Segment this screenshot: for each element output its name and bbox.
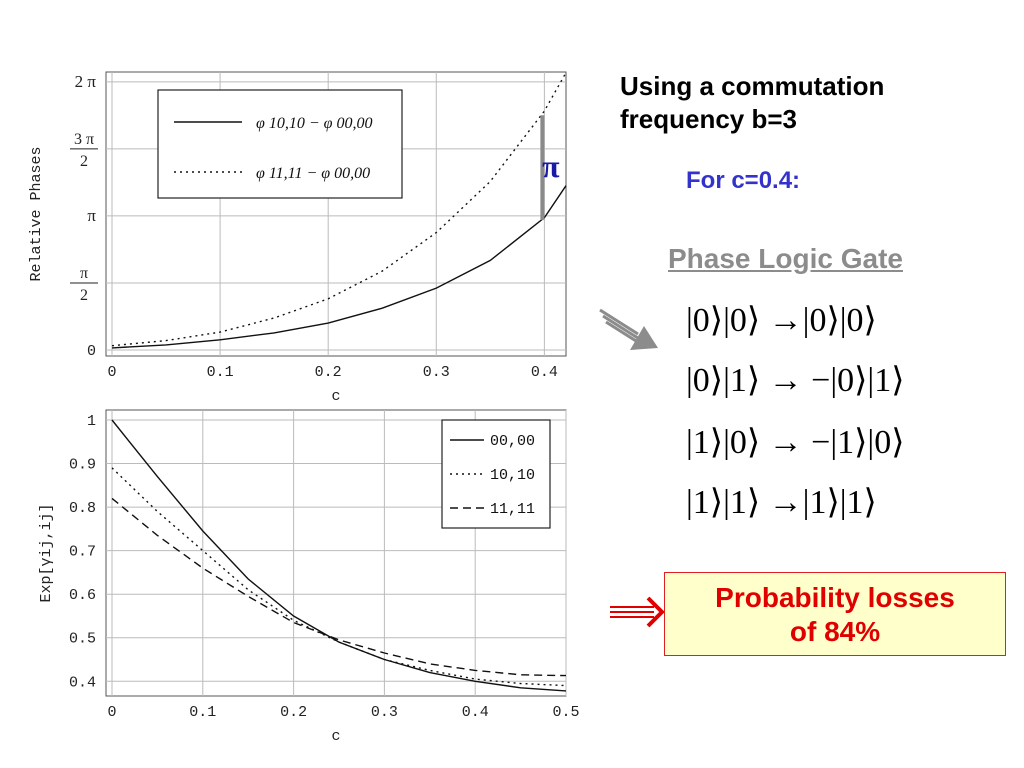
for-c-label: For c=0.4:: [686, 167, 801, 194]
legend-label: φ 10,10 − φ 00,00: [256, 115, 373, 132]
x-tick-label: 0.4: [462, 704, 489, 721]
y-tick-label: 0.4: [69, 674, 96, 691]
red-arrow-icon: [610, 596, 665, 628]
probability-line-1: Probability losses: [715, 582, 955, 613]
probability-line-2: of 84%: [789, 616, 881, 647]
y-tick-label: π: [87, 206, 96, 225]
gate-equation-1: |0⟩|0⟩ →|0⟩|0⟩: [686, 302, 877, 339]
x-tick-label: 0.3: [371, 704, 398, 721]
y-tick-label: 2: [80, 153, 88, 170]
x-tick-label: 0: [107, 704, 116, 721]
x-tick-label: 0.3: [423, 364, 450, 381]
y-axis-label: Relative Phases: [28, 146, 45, 281]
y-tick-label: 0.8: [69, 500, 96, 517]
y-tick-label: 1: [87, 413, 96, 430]
heading-line-2: frequency b=3: [620, 104, 798, 134]
heading: Using a commutation frequency b=3: [620, 70, 1000, 136]
gate-equation-2: |0⟩|1⟩ → −|0⟩|1⟩: [686, 362, 905, 399]
x-tick-label: 0.2: [280, 704, 307, 721]
heading-line-1: Using a commutation: [620, 71, 885, 101]
arrow-stroke: [602, 314, 642, 342]
x-tick-label: 0.4: [531, 364, 558, 381]
x-axis-label: c: [331, 388, 340, 405]
legend-label: 00,00: [490, 433, 535, 450]
arrow-head: [630, 326, 658, 350]
series-line: [111, 467, 567, 687]
phase-logic-gate-title: Phase Logic Gate: [668, 243, 903, 274]
legend-label: 11,11: [490, 501, 535, 518]
x-axis-label: c: [331, 728, 340, 745]
x-tick-label: 0.1: [207, 364, 234, 381]
y-tick-label: 2 π: [75, 72, 97, 91]
legend-box: [157, 89, 403, 199]
y-tick-label: 3 π: [74, 131, 94, 148]
probability-losses-box: Probability losses of 84%: [664, 572, 1006, 656]
y-tick-label: π: [80, 265, 88, 282]
gray-arrow-icon: [599, 308, 658, 350]
x-tick-label: 0.5: [552, 704, 579, 721]
x-tick-label: 0.2: [315, 364, 342, 381]
pi-annotation: π: [542, 148, 560, 184]
legend-label: 10,10: [490, 467, 535, 484]
y-tick-label: 0.5: [69, 631, 96, 648]
series-line: [111, 72, 567, 347]
series-line: [111, 419, 567, 692]
y-tick-label: 0.6: [69, 587, 96, 604]
series-line: [111, 185, 567, 349]
y-axis-label: Exp[γij,ij]: [38, 503, 55, 602]
arrow-stroke: [599, 308, 639, 336]
y-tick-label: 0.9: [69, 457, 96, 474]
legend-box: [441, 419, 551, 529]
y-tick-label: 0.7: [69, 544, 96, 561]
gate-equation-3: |1⟩|0⟩ → −|1⟩|0⟩: [686, 424, 905, 461]
x-tick-label: 0.1: [189, 704, 216, 721]
y-tick-label: 2: [80, 287, 88, 304]
gate-equation-4: |1⟩|1⟩ →|1⟩|1⟩: [686, 484, 877, 521]
y-tick-label: 0: [87, 343, 96, 360]
series-line: [111, 497, 567, 677]
arrow-head: [646, 596, 665, 628]
x-tick-label: 0: [107, 364, 116, 381]
legend-label: φ 11,11 − φ 00,00: [256, 165, 370, 182]
